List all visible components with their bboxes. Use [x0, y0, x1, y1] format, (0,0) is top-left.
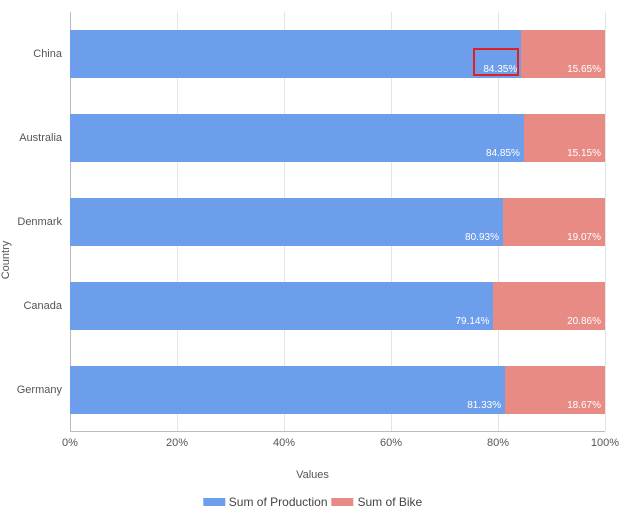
x-tick-label: 100%: [591, 437, 619, 449]
legend-swatch: [332, 498, 354, 506]
bar-segment: 84.85%: [70, 114, 524, 162]
legend-label: Sum of Production: [229, 495, 328, 509]
bar-segment: 18.67%: [505, 366, 605, 414]
legend-item: Sum of Bike: [332, 495, 423, 509]
x-tick-label: 40%: [273, 437, 295, 449]
bar-value-label: 81.33%: [467, 400, 501, 411]
legend-label: Sum of Bike: [358, 495, 423, 509]
x-tick-label: 0%: [62, 437, 78, 449]
category-label: Canada: [23, 300, 62, 312]
bar-segment: 84.35%: [70, 30, 521, 78]
bar-value-label: 18.67%: [567, 400, 601, 411]
x-tick-label: 80%: [487, 437, 509, 449]
legend-item: Sum of Production: [203, 495, 328, 509]
legend-swatch: [203, 498, 225, 506]
x-tick-label: 20%: [166, 437, 188, 449]
bar-value-label: 20.86%: [567, 316, 601, 327]
bar-segment: 20.86%: [493, 282, 605, 330]
category-label: Germany: [17, 384, 62, 396]
bar-value-label: 15.15%: [567, 148, 601, 159]
bar-value-label: 80.93%: [465, 232, 499, 243]
category-label: Australia: [19, 132, 62, 144]
bar-value-label: 15.65%: [567, 64, 601, 75]
category-label: China: [33, 48, 62, 60]
category-label: Denmark: [17, 216, 62, 228]
gridline: [605, 12, 606, 431]
x-tick-label: 60%: [380, 437, 402, 449]
bar-segment: 15.65%: [521, 30, 605, 78]
y-axis-title: Country: [0, 240, 12, 279]
bar-segment: 79.14%: [70, 282, 493, 330]
plot-area: 0%20%40%60%80%100%China84.35%15.65%Austr…: [70, 12, 605, 432]
bar-segment: 80.93%: [70, 198, 503, 246]
bar-value-label: 84.85%: [486, 148, 520, 159]
x-axis-title: Values: [296, 469, 329, 481]
bar-value-label: 79.14%: [455, 316, 489, 327]
stacked-bar-chart: Country Values 0% 20% 40% 60% 80% 100% China 84…: [0, 0, 625, 519]
bar-segment: 19.07%: [503, 198, 605, 246]
bar-value-label: 84.35%: [483, 64, 517, 75]
bar-value-label: 19.07%: [567, 232, 601, 243]
legend: Sum of Production Sum of Bike: [203, 495, 422, 509]
bar-segment: 81.33%: [70, 366, 505, 414]
bar-segment: 15.15%: [524, 114, 605, 162]
